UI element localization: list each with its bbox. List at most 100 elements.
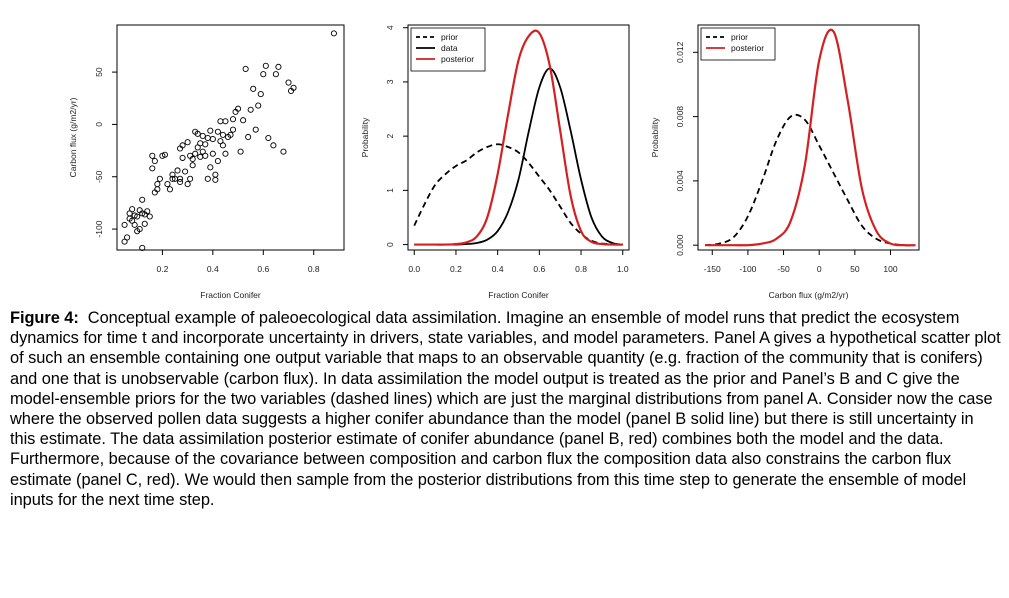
scatter-point: [257, 91, 264, 98]
y-tick-label: -50: [94, 170, 104, 183]
scatter-point: [209, 150, 216, 157]
scatter-point: [245, 133, 252, 141]
scatter-point: [197, 140, 204, 147]
scatter-point: [194, 130, 201, 137]
scatter-point: [136, 226, 143, 233]
scatter-point: [184, 139, 191, 146]
scatter-point: [164, 181, 171, 188]
scatter-point: [204, 134, 211, 142]
scatter-point: [242, 65, 249, 73]
scatter-point: [212, 176, 219, 183]
scatter-point: [174, 167, 181, 174]
scatter-point: [272, 71, 279, 78]
scatter-point: [214, 157, 221, 165]
panel-c: -150 -100 -50 0 50 100 0.000 0.004 0.008 0.012 Car…: [650, 24, 920, 300]
scatter-point: [179, 142, 186, 149]
scatter-point: [144, 208, 151, 215]
scatter-point: [290, 84, 297, 91]
scatter-point: [222, 118, 229, 125]
x-tick-label: 0.4: [492, 264, 504, 274]
scatter-point: [149, 165, 156, 172]
scatter-point: [169, 175, 176, 182]
legend-label-data: data: [441, 43, 458, 53]
scatter-point: [121, 221, 128, 228]
x-tick-label: 0.4: [207, 264, 219, 274]
legend-box: [410, 27, 486, 72]
x-tick-label: 0: [817, 264, 822, 274]
y-tick-label: 0.000: [675, 234, 685, 256]
x-tick-label: 1.0: [617, 264, 629, 274]
scatter-point: [229, 126, 237, 133]
scatter-point: [270, 142, 277, 149]
y-tick-label: -100: [94, 220, 104, 237]
scatter-point: [177, 178, 184, 186]
caption-label: Figure 4:: [10, 309, 79, 327]
scatter-point: [207, 127, 214, 134]
legend-label-prior: prior: [441, 32, 458, 42]
scatter-point: [134, 213, 141, 220]
scatter-point: [179, 154, 186, 161]
plot-frame: [116, 24, 345, 251]
scatter-point: [184, 181, 191, 188]
scatter-point: [255, 102, 262, 109]
scatter-point: [146, 213, 153, 220]
scatter-point: [199, 132, 206, 139]
scatter-point: [202, 152, 209, 159]
scatter-point: [187, 175, 194, 182]
x-axis-label: Fraction Conifer: [200, 290, 261, 300]
panel-a: 0.2 0.4 0.6 0.8 -100 -50 0 50 Fraction Conifer Ca…: [68, 24, 345, 300]
scatter-point: [265, 134, 272, 142]
y-tick-label: 1: [385, 188, 395, 193]
scatter-point: [209, 136, 216, 143]
y-tick-label: 2: [385, 134, 395, 139]
scatter-point: [237, 148, 244, 155]
scatter-point: [202, 141, 209, 148]
scatter-point: [141, 220, 148, 227]
plot-frame: [697, 24, 920, 251]
scatter-point: [229, 116, 237, 123]
x-tick-label: 0.2: [450, 264, 462, 274]
scatter-point: [154, 181, 161, 188]
legend-box: [700, 27, 776, 61]
scatter-point: [250, 85, 257, 92]
scatter-point: [227, 131, 234, 138]
scatter-point: [139, 196, 146, 203]
scatter-point: [161, 151, 168, 158]
scatter-point: [131, 221, 138, 228]
scatter-point: [252, 126, 259, 133]
y-tick-label: 0: [385, 242, 395, 247]
plot-frame: [407, 24, 630, 251]
scatter-point: [182, 168, 189, 175]
x-tick-label: -100: [739, 264, 756, 274]
y-axis-label: Probability: [650, 117, 660, 157]
scatter-point: [149, 152, 156, 159]
y-tick-label: 0.012: [675, 41, 685, 63]
scatter-point: [156, 175, 163, 182]
scatter-point: [151, 157, 158, 165]
scatter-point: [207, 164, 214, 171]
scatter-point: [189, 162, 196, 169]
x-axis-label: Carbon flux (g/m2/yr): [769, 290, 849, 300]
scatter-point: [197, 153, 204, 160]
scatter-point: [285, 79, 292, 86]
scatter-point: [214, 128, 221, 135]
y-tick-label: 0: [94, 122, 104, 127]
legend-label-posterior: posterior: [441, 54, 474, 64]
x-tick-label: 50: [850, 264, 860, 274]
series-line-data: [414, 67, 623, 246]
scatter-point: [222, 150, 229, 157]
scatter-point: [240, 117, 247, 124]
figure-4-panels: 0.2 0.4 0.6 0.8 -100 -50 0 50 Fraction Conifer Ca…: [68, 24, 920, 300]
caption-text: Conceptual example of paleoecological da…: [10, 309, 1001, 509]
scatter-point: [166, 186, 174, 193]
y-axis-label: Probability: [360, 117, 370, 157]
y-tick-label: 4: [385, 25, 395, 30]
scatter-point: [212, 171, 219, 178]
legend-label-prior: prior: [731, 32, 748, 42]
scatter-point: [154, 186, 161, 193]
scatter-point: [217, 118, 224, 125]
scatter-point: [275, 63, 282, 70]
x-tick-label: 0.6: [533, 264, 545, 274]
